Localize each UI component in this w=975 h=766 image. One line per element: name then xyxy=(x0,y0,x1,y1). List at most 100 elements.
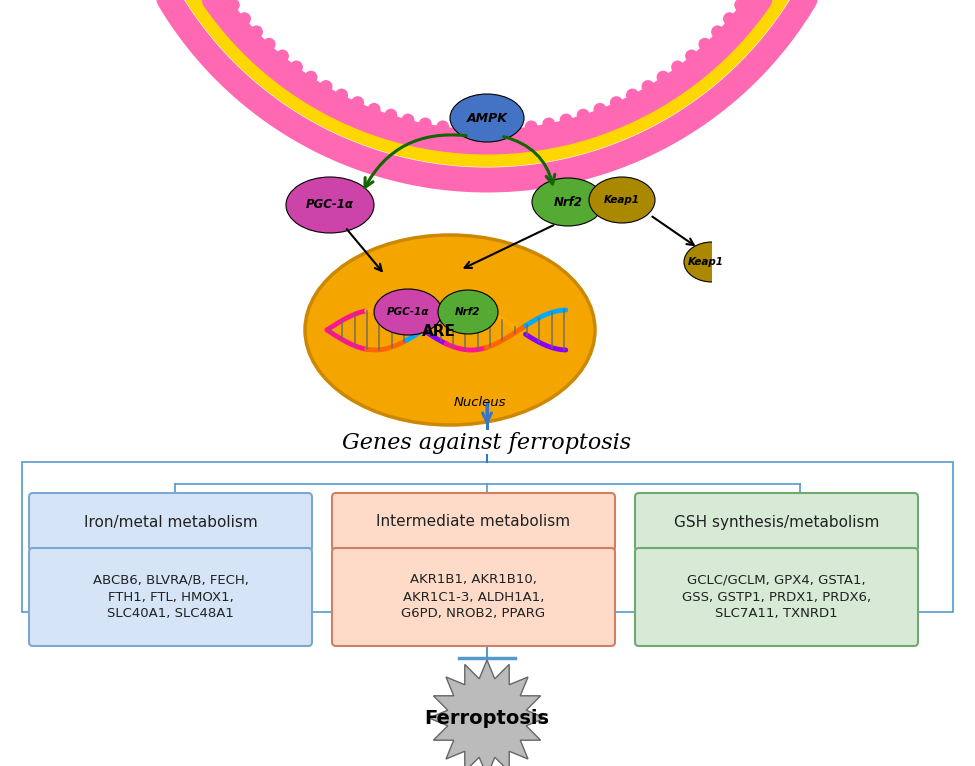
Circle shape xyxy=(747,60,760,73)
Circle shape xyxy=(797,0,810,8)
Ellipse shape xyxy=(450,94,524,142)
Circle shape xyxy=(290,61,303,74)
Circle shape xyxy=(667,123,680,136)
Circle shape xyxy=(227,0,240,11)
Circle shape xyxy=(786,12,799,25)
Ellipse shape xyxy=(589,177,655,223)
Circle shape xyxy=(238,12,251,25)
Circle shape xyxy=(732,74,746,87)
Circle shape xyxy=(572,162,585,175)
Ellipse shape xyxy=(684,242,740,282)
Circle shape xyxy=(734,0,747,11)
Text: Nrf2: Nrf2 xyxy=(455,307,481,317)
Text: ARE: ARE xyxy=(422,325,456,339)
Text: Intermediate metabolism: Intermediate metabolism xyxy=(376,515,570,529)
Circle shape xyxy=(698,38,712,51)
Text: AKR1B1, AKR1B10,
AKR1C1-3, ALDH1A1,
G6PD, NROB2, PPARG: AKR1B1, AKR1B10, AKR1C1-3, ALDH1A1, G6PD… xyxy=(402,574,546,620)
Circle shape xyxy=(525,120,538,133)
Text: Keap1: Keap1 xyxy=(604,195,640,205)
Circle shape xyxy=(260,100,273,113)
FancyBboxPatch shape xyxy=(332,493,615,551)
Ellipse shape xyxy=(438,290,498,334)
Polygon shape xyxy=(429,660,545,766)
Circle shape xyxy=(277,113,290,126)
Circle shape xyxy=(228,74,242,87)
Circle shape xyxy=(542,117,555,130)
Circle shape xyxy=(642,80,654,93)
Circle shape xyxy=(685,50,698,63)
Circle shape xyxy=(648,133,662,146)
Circle shape xyxy=(711,25,724,38)
Text: GCLC/GCLM, GPX4, GSTA1,
GSS, GSTP1, PRDX1, PRDX6,
SLC7A11, TXNRD1: GCLC/GCLM, GPX4, GSTA1, GSS, GSTP1, PRDX… xyxy=(682,574,871,620)
Circle shape xyxy=(262,38,276,51)
Text: Keap1: Keap1 xyxy=(688,257,724,267)
Circle shape xyxy=(630,142,644,155)
Circle shape xyxy=(164,0,176,8)
Ellipse shape xyxy=(286,177,374,233)
Circle shape xyxy=(472,123,485,136)
Text: Iron/metal metabolism: Iron/metal metabolism xyxy=(84,515,257,529)
Circle shape xyxy=(312,133,326,146)
Text: Nucleus: Nucleus xyxy=(453,395,506,408)
Circle shape xyxy=(351,97,364,110)
Text: ABCB6, BLVRA/B, FECH,
FTH1, FTL, HMOX1,
SLC40A1, SLC48A1: ABCB6, BLVRA/B, FECH, FTH1, FTL, HMOX1, … xyxy=(93,574,249,620)
Circle shape xyxy=(717,88,730,101)
Circle shape xyxy=(429,170,443,183)
Circle shape xyxy=(470,173,484,186)
Circle shape xyxy=(611,149,624,162)
Circle shape xyxy=(214,60,227,73)
Circle shape xyxy=(449,172,463,185)
Circle shape xyxy=(304,70,318,83)
Circle shape xyxy=(684,113,697,126)
Circle shape xyxy=(276,50,289,63)
FancyBboxPatch shape xyxy=(29,493,312,551)
Text: PGC-1α: PGC-1α xyxy=(306,198,354,211)
Circle shape xyxy=(723,12,736,25)
Circle shape xyxy=(560,113,572,126)
Circle shape xyxy=(656,70,670,83)
Circle shape xyxy=(244,88,257,101)
Circle shape xyxy=(507,123,520,136)
Circle shape xyxy=(511,172,525,185)
Circle shape xyxy=(384,109,398,122)
Circle shape xyxy=(294,123,307,136)
Circle shape xyxy=(671,61,684,74)
Circle shape xyxy=(454,123,467,136)
Circle shape xyxy=(418,117,432,130)
Bar xyxy=(712,240,747,284)
Circle shape xyxy=(774,29,787,42)
Circle shape xyxy=(368,103,380,116)
Circle shape xyxy=(370,156,382,169)
Circle shape xyxy=(350,149,363,162)
Circle shape xyxy=(331,142,344,155)
Circle shape xyxy=(402,113,414,126)
Circle shape xyxy=(250,25,263,38)
FancyBboxPatch shape xyxy=(332,548,615,646)
Circle shape xyxy=(626,89,639,102)
Text: Nrf2: Nrf2 xyxy=(554,195,582,208)
Ellipse shape xyxy=(305,235,595,425)
Circle shape xyxy=(701,100,714,113)
Bar xyxy=(22,462,953,612)
Circle shape xyxy=(592,156,604,169)
FancyBboxPatch shape xyxy=(635,548,918,646)
Circle shape xyxy=(760,45,774,58)
Circle shape xyxy=(389,162,402,175)
Circle shape xyxy=(531,170,545,183)
Circle shape xyxy=(489,123,502,136)
Text: Ferroptosis: Ferroptosis xyxy=(424,709,550,728)
Circle shape xyxy=(410,166,422,179)
Circle shape xyxy=(490,173,504,186)
Circle shape xyxy=(594,103,606,116)
Circle shape xyxy=(576,109,590,122)
FancyBboxPatch shape xyxy=(635,493,918,551)
Text: GSH synthesis/metabolism: GSH synthesis/metabolism xyxy=(674,515,879,529)
Ellipse shape xyxy=(532,178,604,226)
Text: AMPK: AMPK xyxy=(467,112,507,125)
Circle shape xyxy=(610,97,623,110)
Circle shape xyxy=(436,120,449,133)
FancyBboxPatch shape xyxy=(29,548,312,646)
Ellipse shape xyxy=(374,289,442,335)
Circle shape xyxy=(187,29,200,42)
Circle shape xyxy=(320,80,332,93)
